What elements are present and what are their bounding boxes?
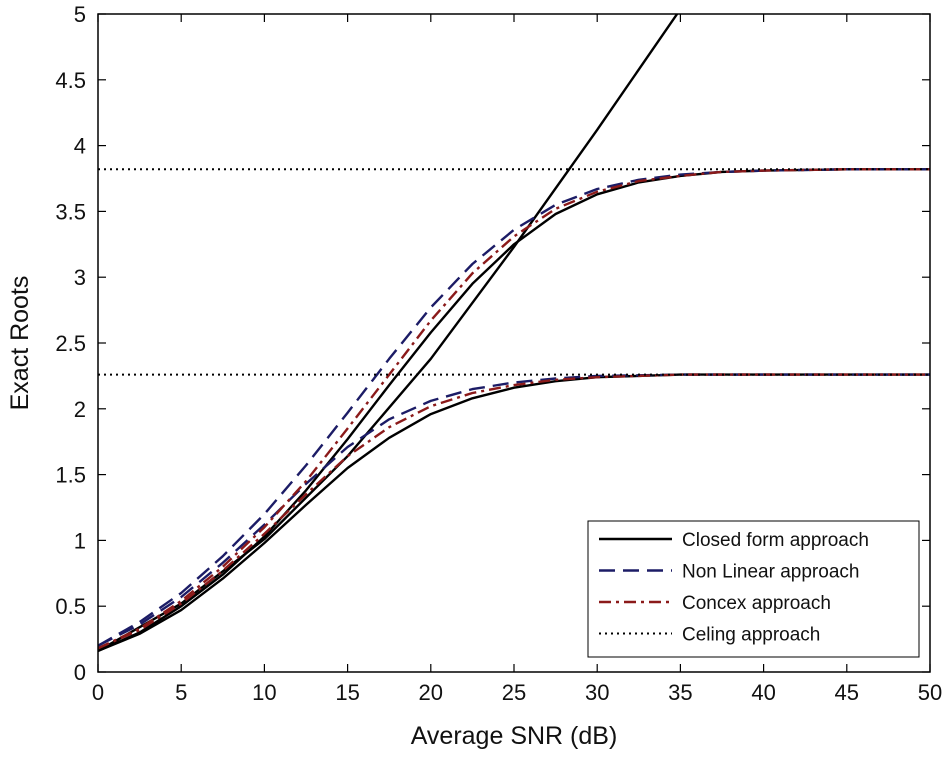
x-tick-label-6: 30 — [585, 680, 609, 705]
series-line-3 — [98, 168, 930, 647]
x-tick-label-2: 10 — [252, 680, 276, 705]
x-tick-label-5: 25 — [502, 680, 526, 705]
legend-label-1: Non Linear approach — [682, 562, 859, 583]
series-line-2 — [98, 373, 930, 653]
y-tick-label-2: 1 — [74, 528, 86, 553]
x-tick-label-7: 35 — [668, 680, 692, 705]
series-line-5 — [98, 168, 930, 650]
x-tick-label-0: 0 — [92, 680, 104, 705]
y-tick-label-6: 3 — [74, 265, 86, 290]
series-line-6 — [98, 373, 930, 650]
series-line-4 — [98, 373, 930, 647]
y-axis-title: Exact Roots — [6, 276, 34, 411]
legend-box — [587, 520, 920, 658]
series-line-0 — [98, 14, 679, 652]
y-tick-label-0: 0 — [74, 660, 86, 685]
x-tick-label-8: 40 — [751, 680, 775, 705]
x-tick-label-1: 5 — [175, 680, 187, 705]
y-tick-label-1: 0.5 — [55, 594, 86, 619]
series-layer — [98, 14, 930, 653]
legend-label-0: Closed form approach — [682, 530, 869, 551]
legend-label-3: Celing approach — [682, 625, 820, 646]
series-line-1 — [98, 168, 930, 652]
ticks-layer: 0 5 10 15 20 25 30 35 40 45 50 0 0.5 1 1.5 2 2.5 3 3.5 4 4.5… — [55, 2, 942, 705]
y-tick-label-7: 3.5 — [55, 199, 86, 224]
x-axis-title: Average SNR (dB) — [411, 722, 618, 750]
x-tick-label-10: 50 — [918, 680, 942, 705]
y-tick-label-5: 2.5 — [55, 331, 86, 356]
y-tick-label-8: 4 — [74, 134, 86, 159]
x-tick-label-4: 20 — [419, 680, 443, 705]
x-tick-label-9: 45 — [835, 680, 859, 705]
x-tick-label-3: 15 — [335, 680, 359, 705]
legend-label-2: Concex approach — [682, 593, 831, 614]
legend: Closed form approach Non Linear approach C… — [587, 520, 920, 658]
y-tick-label-9: 4.5 — [55, 68, 86, 93]
y-tick-label-10: 5 — [74, 2, 86, 27]
y-tick-label-4: 2 — [74, 397, 86, 422]
y-tick-label-3: 1.5 — [55, 463, 86, 488]
